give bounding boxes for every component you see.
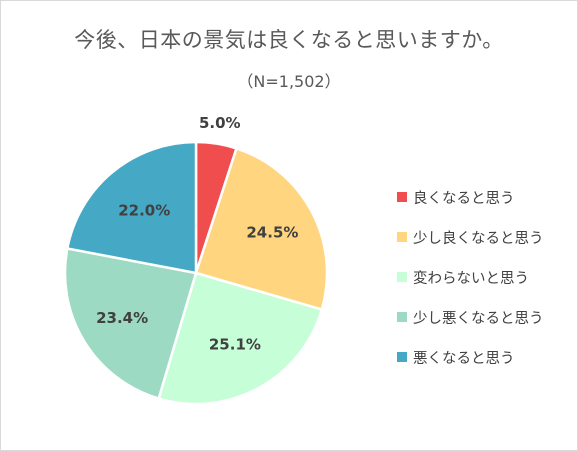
legend-item: 良くなると思う (397, 188, 544, 207)
legend-swatch (397, 312, 407, 322)
legend-label: 良くなると思う (413, 190, 515, 207)
legend-label: 少し良くなると思う (413, 230, 544, 247)
legend-label: 変わらないと思う (413, 270, 529, 287)
legend-item: 少し良くなると思う (397, 228, 544, 247)
legend-item: 変わらないと思う (397, 268, 544, 287)
legend-item: 少し悪くなると思う (397, 308, 544, 327)
slice-value-label: 23.4% (96, 309, 148, 327)
legend-swatch (397, 192, 407, 202)
slice-value-label: 22.0% (118, 201, 170, 219)
legend-swatch (397, 232, 407, 242)
pie-slice (194, 146, 329, 312)
legend-label: 少し悪くなると思う (413, 310, 544, 327)
legend-swatch (397, 352, 407, 362)
chart-legend: 良くなると思う少し良くなると思う 変わらないと思う 少し悪くなると思う 悪くなると思う (397, 188, 544, 388)
legend-label: 悪くなると思う (413, 350, 515, 367)
legend-item: 悪くなると思う (397, 348, 544, 367)
legend-swatch (397, 272, 407, 282)
chart-title: 今後、日本の景気は良くなると思いますか。 (74, 28, 504, 52)
pie-slice (157, 271, 324, 406)
pie-slice (63, 246, 198, 401)
slice-value-label: 5.0% (199, 114, 241, 132)
chart-subtitle: （N=1,502） (237, 72, 341, 91)
slice-value-label: 25.1% (209, 335, 261, 353)
slice-value-label: 24.5% (246, 224, 298, 242)
pie-slice (65, 140, 198, 275)
